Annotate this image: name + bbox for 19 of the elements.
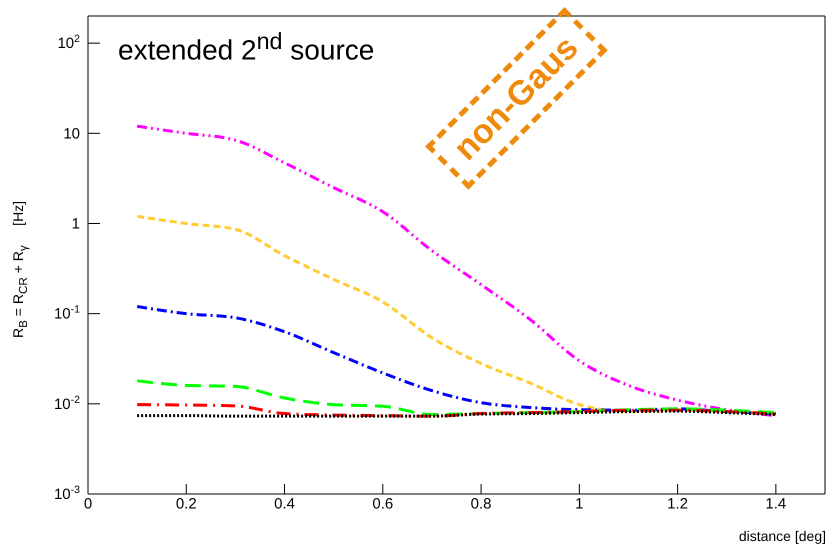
y-tick-label: 1 [72, 215, 80, 232]
x-tick-label: 1.2 [667, 496, 688, 513]
x-tick-label: 1.4 [765, 496, 786, 513]
x-tick-label: 0.6 [372, 496, 394, 513]
line-series [136, 305, 778, 416]
y-tick-label: 10$^{-1}$ [54, 304, 80, 323]
annotation: extended 2$^{nd}$ source [118, 28, 374, 66]
x-tick-label: 1 [575, 496, 584, 513]
y-tick-label: 10$^{2}$ [57, 33, 80, 52]
y-tick-label: 10$^{-3}$ [54, 484, 80, 503]
line-series [136, 214, 778, 416]
x-tick-label: 0.8 [470, 496, 492, 513]
y-tick-label: 10 [63, 125, 80, 142]
x-tick-label: 0 [84, 496, 92, 513]
y-tick-label: 10$^{-2}$ [54, 394, 80, 413]
x-axis-title: distance [deg] [738, 528, 826, 544]
line-series [136, 403, 778, 418]
x-tick-label: 0.4 [274, 496, 295, 513]
x-tick-label: 0.2 [176, 496, 197, 513]
